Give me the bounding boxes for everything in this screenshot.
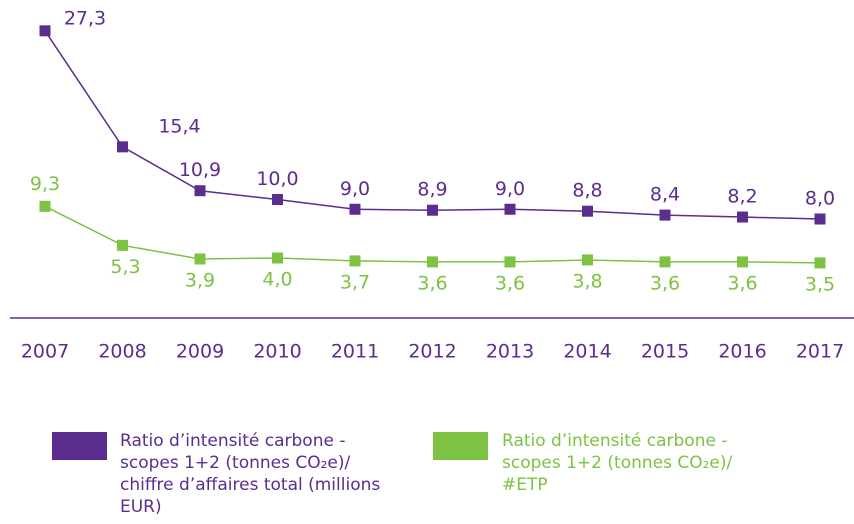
point bbox=[194, 185, 206, 197]
data-label: 8,8 bbox=[572, 180, 602, 202]
x-tick-label: 2010 bbox=[253, 341, 301, 363]
point bbox=[39, 25, 51, 37]
data-label: 9,3 bbox=[30, 173, 60, 195]
point bbox=[39, 200, 51, 212]
point bbox=[504, 203, 516, 215]
point bbox=[814, 213, 826, 225]
point bbox=[117, 239, 128, 251]
data-label: 3,7 bbox=[340, 271, 370, 293]
point bbox=[272, 194, 283, 205]
point bbox=[582, 205, 593, 217]
x-tick-label: 2012 bbox=[408, 341, 456, 363]
data-label: 9,0 bbox=[340, 178, 370, 200]
data-label: 27,3 bbox=[64, 7, 106, 29]
legend-label: Ratio d’intensité carbone - scopes 1+2 (… bbox=[120, 431, 381, 517]
point bbox=[117, 141, 128, 153]
point bbox=[814, 257, 826, 269]
x-tick-label: 2009 bbox=[176, 341, 224, 363]
point bbox=[194, 253, 206, 265]
legend-label: Ratio d’intensité carbone - scopes 1+2 (… bbox=[502, 431, 733, 495]
x-tick-label: 2007 bbox=[21, 341, 69, 363]
data-label: 8,0 bbox=[805, 188, 835, 210]
legend-swatch bbox=[433, 432, 488, 460]
data-label: 3,8 bbox=[572, 270, 602, 292]
data-label: 3,6 bbox=[417, 272, 447, 294]
data-label: 3,9 bbox=[185, 269, 215, 291]
point bbox=[427, 204, 438, 216]
data-label: 15,4 bbox=[158, 115, 200, 137]
legend-swatch bbox=[52, 432, 107, 460]
point bbox=[427, 256, 438, 268]
point bbox=[349, 255, 361, 267]
x-tick-label: 2017 bbox=[796, 341, 844, 363]
x-tick-label: 2011 bbox=[331, 341, 379, 363]
data-label: 9,0 bbox=[495, 178, 525, 200]
data-label: 5,3 bbox=[110, 256, 140, 278]
data-label: 3,6 bbox=[495, 272, 525, 294]
chart: 2007 2008 2009 2010 2011 2012 2013 2014 2015 2016… bbox=[10, 7, 854, 363]
point bbox=[582, 254, 593, 266]
x-tick-label: 2016 bbox=[718, 341, 766, 363]
point bbox=[349, 203, 361, 215]
x-tick-label: 2014 bbox=[563, 341, 611, 363]
point bbox=[737, 256, 748, 268]
data-label: 4,0 bbox=[262, 269, 292, 291]
data-label: 3,5 bbox=[805, 273, 835, 295]
point bbox=[659, 209, 671, 221]
data-label: 8,2 bbox=[727, 186, 757, 208]
data-label: 10,9 bbox=[179, 159, 221, 181]
point bbox=[504, 256, 516, 268]
data-label: 8,4 bbox=[650, 184, 680, 206]
x-tick-label: 2015 bbox=[641, 341, 689, 363]
point bbox=[659, 256, 671, 268]
x-tick-label: 2008 bbox=[98, 341, 146, 363]
data-label: 8,9 bbox=[417, 179, 447, 201]
data-label: 3,6 bbox=[650, 272, 680, 294]
point bbox=[272, 252, 283, 264]
point bbox=[737, 211, 748, 223]
data-label: 10,0 bbox=[256, 168, 298, 190]
x-tick-label: 2013 bbox=[486, 341, 534, 363]
data-label: 3,6 bbox=[727, 272, 757, 294]
